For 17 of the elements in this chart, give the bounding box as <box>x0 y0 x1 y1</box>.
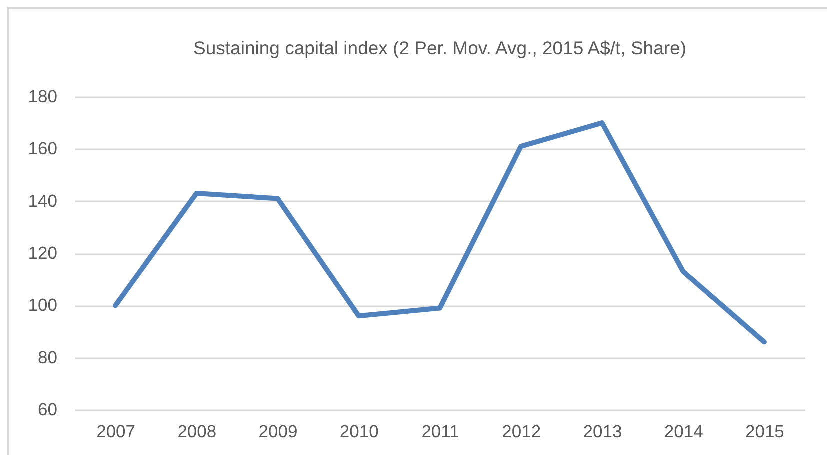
y-tick-label: 80 <box>38 347 58 368</box>
x-tick-label: 2014 <box>664 422 704 442</box>
x-tick-label: 2007 <box>96 422 136 442</box>
y-tick-label: 180 <box>28 86 58 106</box>
x-tick-label: 2013 <box>583 422 622 442</box>
y-tick-label: 140 <box>28 190 58 211</box>
x-tick-label: 2010 <box>340 422 380 442</box>
y-tick-label: 60 <box>38 400 58 420</box>
y-tick-label: 100 <box>28 295 58 316</box>
x-tick-label: 2008 <box>178 422 217 442</box>
x-tick-label: 2012 <box>502 422 542 442</box>
y-tick-label: 160 <box>28 138 58 159</box>
x-tick-label: 2009 <box>258 422 298 442</box>
y-tick-label: 120 <box>28 243 58 263</box>
x-tick-label: 2015 <box>745 422 784 442</box>
chart-title: Sustaining capital index (2 Per. Mov. Avg., 2015 A$/t, Share) <box>194 38 686 58</box>
x-tick-label: 2011 <box>422 422 460 442</box>
